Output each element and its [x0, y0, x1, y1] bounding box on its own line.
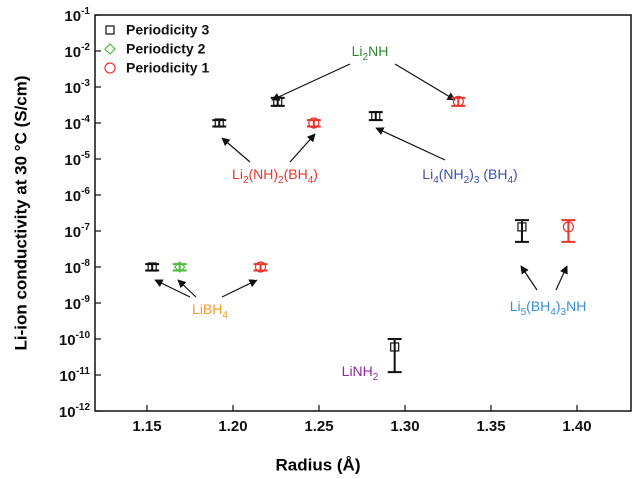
error-bar — [387, 338, 402, 374]
y-tick-label: 10-11 — [59, 366, 90, 385]
annotation: Li5(BH4)3NH — [510, 298, 587, 318]
error-bar — [561, 219, 576, 243]
point — [371, 111, 381, 121]
point — [273, 96, 283, 106]
legend-symbol — [104, 62, 116, 74]
point — [390, 342, 400, 352]
annotation: Li2(NH)2(BH4) — [232, 166, 318, 186]
x-tick-label: 1.15 — [132, 418, 161, 435]
arrows — [154, 63, 568, 298]
legend-symbol — [105, 25, 115, 35]
x-tick-label: 1.40 — [562, 418, 591, 435]
annotation: Li4(NH2)3 (BH4) — [422, 166, 517, 186]
y-tick-label: 10-8 — [64, 258, 90, 277]
legend-label: Periodicty 2 — [126, 41, 206, 57]
x-tick-label: 1.30 — [390, 418, 419, 435]
series — [172, 261, 187, 273]
y-tick-label: 10-10 — [59, 330, 91, 349]
legend-symbol — [104, 43, 116, 55]
legend-label: Periodicity 3 — [126, 22, 209, 38]
y-tick-label: 10-1 — [64, 6, 90, 25]
y-tick-label: 10-9 — [64, 294, 90, 313]
point — [173, 261, 186, 273]
plot-frame — [94, 14, 632, 412]
point — [452, 95, 464, 107]
y-tick-label: 10-7 — [64, 222, 90, 241]
error-bar — [145, 263, 160, 272]
point — [308, 117, 320, 129]
x-axis-title: Radius (Å) — [276, 455, 361, 474]
legend-label: Periodicity 1 — [126, 60, 209, 76]
annotation: LiBH4 — [192, 301, 228, 321]
series — [145, 96, 529, 374]
point — [562, 221, 575, 233]
y-tick-label: 10-3 — [64, 78, 90, 97]
error-bar — [212, 119, 227, 128]
annotation: LiNH2 — [342, 363, 379, 383]
point — [254, 261, 267, 273]
series — [253, 95, 576, 273]
y-tick-label: 10-4 — [64, 114, 90, 133]
point — [517, 222, 527, 232]
x-tick-label: 1.35 — [476, 418, 505, 435]
y-tick-label: 10-2 — [64, 42, 90, 61]
y-tick-label: 10-5 — [64, 150, 90, 169]
y-tick-label: 10-12 — [59, 402, 91, 421]
annotation: Li2NH — [352, 43, 389, 63]
point — [214, 118, 224, 128]
x-tick-label: 1.25 — [304, 418, 333, 435]
error-bar — [368, 111, 383, 122]
point — [147, 262, 157, 272]
x-tick-label: 1.20 — [218, 418, 247, 435]
y-tick-label: 10-6 — [64, 186, 90, 205]
y-axis-title: Li-ion conductivity at 30 °C (S/cm) — [11, 75, 30, 350]
error-bar — [172, 263, 187, 272]
